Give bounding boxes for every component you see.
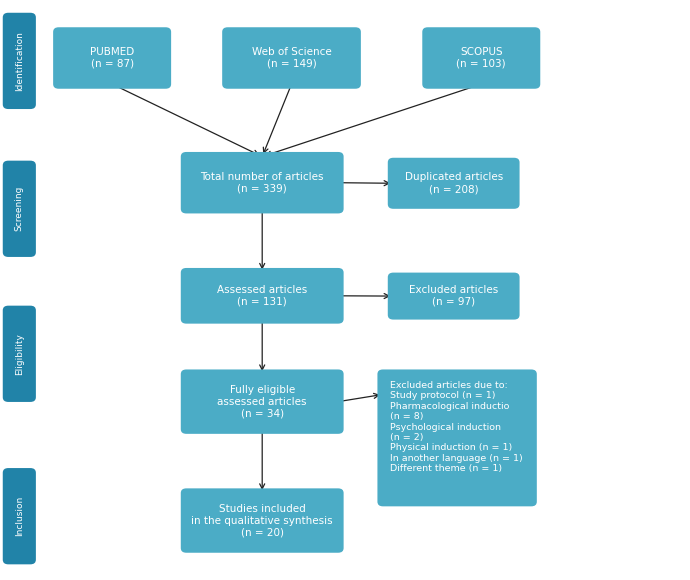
FancyBboxPatch shape xyxy=(388,158,520,209)
Text: Total number of articles
(n = 339): Total number of articles (n = 339) xyxy=(201,172,324,194)
Text: Duplicated articles
(n = 208): Duplicated articles (n = 208) xyxy=(404,172,503,194)
FancyBboxPatch shape xyxy=(181,488,344,553)
Text: Excluded articles due to:
Study protocol (n = 1)
Pharmacological inductio
(n = 8: Excluded articles due to: Study protocol… xyxy=(390,381,522,473)
FancyBboxPatch shape xyxy=(388,273,520,320)
Text: Screening: Screening xyxy=(14,186,24,231)
FancyBboxPatch shape xyxy=(222,27,361,89)
Text: SCOPUS
(n = 103): SCOPUS (n = 103) xyxy=(457,47,506,69)
FancyBboxPatch shape xyxy=(3,161,36,257)
FancyBboxPatch shape xyxy=(181,268,344,324)
Text: Excluded articles
(n = 97): Excluded articles (n = 97) xyxy=(409,285,498,307)
Text: Web of Science
(n = 149): Web of Science (n = 149) xyxy=(252,47,331,69)
FancyBboxPatch shape xyxy=(3,13,36,109)
FancyBboxPatch shape xyxy=(181,369,344,434)
Text: Fully eligible
assessed articles
(n = 34): Fully eligible assessed articles (n = 34… xyxy=(217,385,307,418)
Text: Inclusion: Inclusion xyxy=(14,496,24,536)
FancyBboxPatch shape xyxy=(377,369,537,506)
Text: PUBMED
(n = 87): PUBMED (n = 87) xyxy=(90,47,135,69)
Text: Identification: Identification xyxy=(14,31,24,91)
FancyBboxPatch shape xyxy=(422,27,540,89)
Text: Studies included
in the qualitative synthesis
(n = 20): Studies included in the qualitative synt… xyxy=(191,504,333,537)
FancyBboxPatch shape xyxy=(181,152,344,213)
FancyBboxPatch shape xyxy=(53,27,171,89)
Text: Eligibility: Eligibility xyxy=(14,333,24,375)
Text: Assessed articles
(n = 131): Assessed articles (n = 131) xyxy=(217,285,307,307)
FancyBboxPatch shape xyxy=(3,468,36,564)
FancyBboxPatch shape xyxy=(3,306,36,402)
